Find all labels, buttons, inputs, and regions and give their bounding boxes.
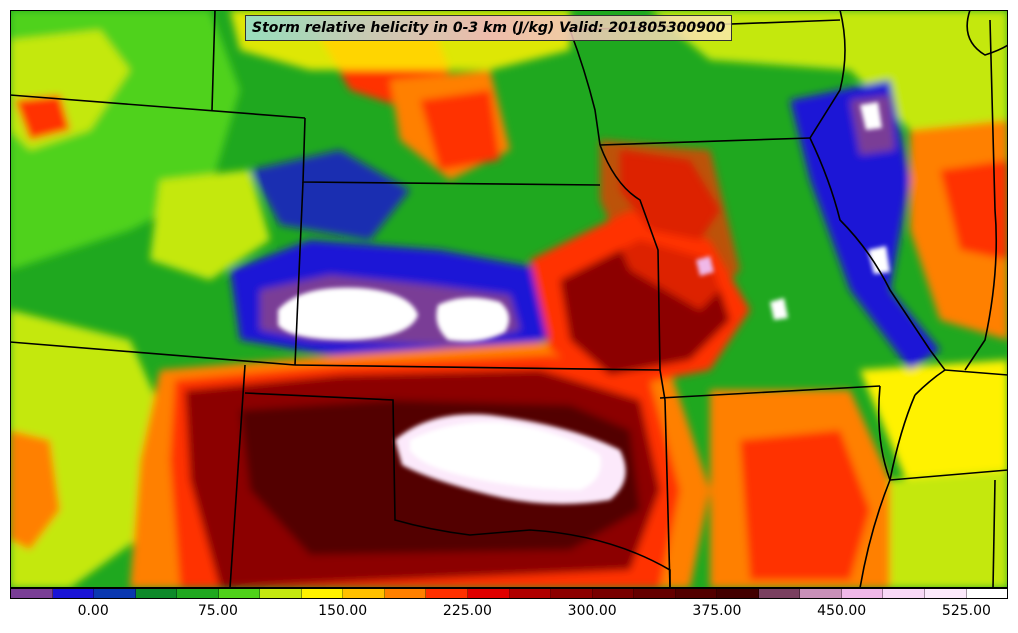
border-ks-mo xyxy=(599,144,666,401)
border-lake xyxy=(966,10,1008,56)
field-white-kansas-2 xyxy=(436,297,509,342)
colorbar-segment xyxy=(925,589,967,598)
field-layer xyxy=(10,10,1008,588)
colorbar-segment xyxy=(426,589,469,598)
border-ks-ok xyxy=(294,364,661,371)
field-se-yellow xyxy=(860,360,1008,490)
field-white-mo-1 xyxy=(696,256,714,276)
field-se-red xyxy=(740,430,870,580)
field-far-east-red xyxy=(940,160,1008,260)
border-ok-panhandle xyxy=(229,364,246,588)
field-white-il-2 xyxy=(770,298,788,320)
colorbar-segment xyxy=(883,589,926,598)
helicity-map xyxy=(10,10,1008,588)
border-nm-co xyxy=(10,341,296,366)
field-white-il-1 xyxy=(868,246,890,274)
border-ok-ar xyxy=(664,399,671,588)
border-ne-top xyxy=(211,10,216,111)
field-white-ia xyxy=(860,102,882,130)
colorbar-segment xyxy=(218,589,261,598)
colorbar-segment xyxy=(260,589,302,598)
colorbar-tick-labels: 0.00 75.00 150.00 225.00 300.00 375.00 450.00 5… xyxy=(10,603,1008,623)
field-white-ok-core xyxy=(410,421,601,490)
border-il-in xyxy=(964,19,998,371)
colorbar-segment xyxy=(52,589,95,598)
colorbar-segment xyxy=(135,589,178,598)
colorbar-segment xyxy=(675,589,718,598)
field-nc-red-2 xyxy=(420,90,500,170)
border-wi xyxy=(809,10,846,139)
colorbar xyxy=(10,588,1008,599)
border-co-ks xyxy=(294,181,304,366)
state-borders xyxy=(10,10,1008,588)
colorbar-tick-label: 375.00 xyxy=(692,603,742,619)
colorbar-tick-label: 450.00 xyxy=(817,603,867,619)
field-ne-yellow xyxy=(650,10,1008,130)
colorbar-segment xyxy=(94,589,136,598)
field-north-blue xyxy=(250,150,410,240)
colorbar-segment xyxy=(966,589,1008,598)
border-mo-ar xyxy=(659,385,881,399)
map-frame xyxy=(10,10,1008,588)
map-title: Storm relative helicity in 0-3 km (J/kg)… xyxy=(245,15,733,41)
colorbar-tick-label: 150.00 xyxy=(318,603,368,619)
field-sw-orange xyxy=(10,430,60,550)
colorbar-segment xyxy=(11,589,53,598)
map-border xyxy=(10,10,1008,588)
colorbar-segment xyxy=(717,589,759,598)
field-far-southeast-yellow xyxy=(890,470,1008,588)
field-west-yellow-2 xyxy=(150,170,270,280)
colorbar-segment xyxy=(343,589,385,598)
colorbar-tick-label: 300.00 xyxy=(567,603,617,619)
colorbar-tick-label: 75.00 xyxy=(197,603,238,619)
colorbar-segment xyxy=(841,589,884,598)
field-nw-red xyxy=(15,95,70,140)
colorbar-segment xyxy=(177,589,219,598)
colorbar-segment xyxy=(634,589,676,598)
colorbar-segment xyxy=(509,589,552,598)
border-wy-co xyxy=(10,94,306,119)
border-ne-ia xyxy=(599,137,811,146)
colorbar-segment xyxy=(592,589,635,598)
border-ia-il-mississippi xyxy=(809,137,947,396)
border-mo-ky-tn xyxy=(859,394,916,588)
border-tn-ms-right xyxy=(992,479,996,588)
border-nm-tx-panhandle xyxy=(244,392,671,588)
colorbar-tick-label: 0.00 xyxy=(77,603,109,619)
colorbar-segment xyxy=(551,589,593,598)
field-ne-blue xyxy=(790,80,940,370)
colorbar-segment xyxy=(468,589,510,598)
border-ar-ms xyxy=(889,469,1008,481)
border-ky xyxy=(944,369,1008,376)
colorbar-tick-label: 525.00 xyxy=(941,603,991,619)
border-ms-river-south xyxy=(877,385,891,481)
field-white-kansas-1 xyxy=(278,287,418,340)
colorbar-tick-label: 225.00 xyxy=(442,603,492,619)
colorbar-segment xyxy=(800,589,842,598)
colorbar-segment xyxy=(758,589,801,598)
colorbar-segment xyxy=(384,589,427,598)
colorbar-segment xyxy=(301,589,344,598)
